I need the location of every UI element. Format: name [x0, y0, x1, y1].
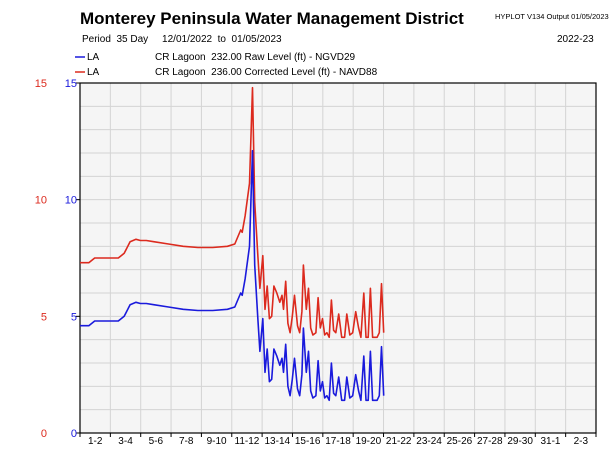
x-tick-label: 3-4 [118, 436, 133, 447]
y-tick-label-left: 15 [35, 78, 47, 90]
x-tick-label: 2-3 [574, 436, 589, 447]
hyplot-version: HYPLOT V134 Output 01/05/2023 [495, 12, 609, 21]
x-tick-label: 5-6 [149, 436, 164, 447]
plot-border [79, 82, 597, 434]
x-tick-label: 13-14 [265, 436, 291, 447]
series-line-2 [80, 86, 385, 339]
plot-area [80, 83, 596, 433]
legend-name-2: CR Lagoon 236.00 Corrected Level (ft) - … [155, 67, 378, 78]
legend-code-2: LA [87, 67, 100, 78]
season-label: 2022-23 [557, 34, 594, 45]
x-tick-label: 1-2 [88, 436, 103, 447]
x-tick-label: 9-10 [207, 436, 227, 447]
x-tick-label: 23-24 [416, 436, 442, 447]
x-tick-label: 25-26 [447, 436, 473, 447]
y-tick-label-right: 15 [65, 78, 77, 90]
x-tick-label: 27-28 [477, 436, 503, 447]
period-range: Period 35 Day 12/01/2022 to 01/05/2023 [82, 34, 282, 45]
y-tick-label-right: 10 [65, 195, 77, 207]
series-line-1 [80, 149, 385, 402]
x-tick-label: 31-1 [540, 436, 560, 447]
y-tick-label-left: 10 [35, 195, 47, 207]
x-tick-label: 17-18 [325, 436, 351, 447]
y-tick-label-right: 0 [71, 428, 77, 440]
x-tick-label: 21-22 [386, 436, 412, 447]
legend-name-1: CR Lagoon 232.00 Raw Level (ft) - NGVD29 [155, 52, 356, 63]
y-tick-label-left: 0 [41, 428, 47, 440]
y-tick-label-left: 5 [41, 311, 47, 323]
x-tick-label: 15-16 [295, 436, 321, 447]
x-tick-label: 11-12 [235, 436, 260, 447]
x-tick-label: 7-8 [179, 436, 194, 447]
y-tick-label-right: 5 [71, 311, 77, 323]
x-tick-label: 19-20 [356, 436, 382, 447]
x-tick-label: 29-30 [507, 436, 533, 447]
page-title: Monterey Peninsula Water Management Dist… [80, 9, 464, 28]
legend-code-1: LA [87, 52, 100, 63]
